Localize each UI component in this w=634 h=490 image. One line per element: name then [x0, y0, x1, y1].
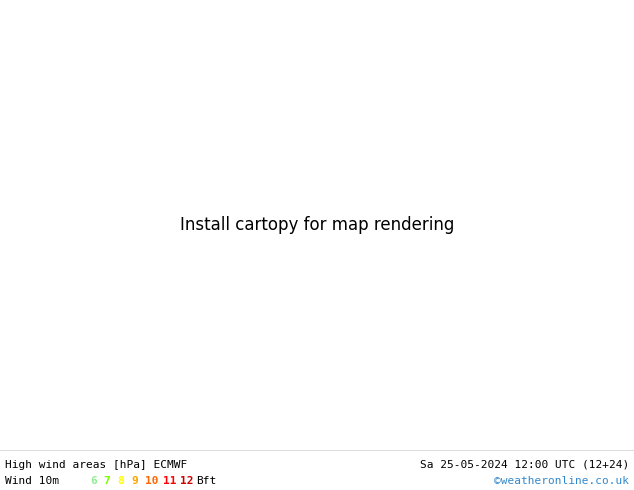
Text: 7: 7: [103, 476, 110, 486]
Text: ©weatheronline.co.uk: ©weatheronline.co.uk: [494, 476, 629, 486]
Text: 11: 11: [163, 476, 176, 486]
Text: 9: 9: [131, 476, 138, 486]
Text: Sa 25-05-2024 12:00 UTC (12+24): Sa 25-05-2024 12:00 UTC (12+24): [420, 460, 629, 470]
Text: Bft: Bft: [196, 476, 216, 486]
Text: 6: 6: [90, 476, 97, 486]
Text: 12: 12: [180, 476, 193, 486]
Text: 10: 10: [145, 476, 158, 486]
Text: 8: 8: [117, 476, 124, 486]
Text: High wind areas [hPa] ECMWF: High wind areas [hPa] ECMWF: [5, 460, 187, 470]
Text: Install cartopy for map rendering: Install cartopy for map rendering: [180, 216, 454, 234]
Text: Wind 10m: Wind 10m: [5, 476, 59, 486]
